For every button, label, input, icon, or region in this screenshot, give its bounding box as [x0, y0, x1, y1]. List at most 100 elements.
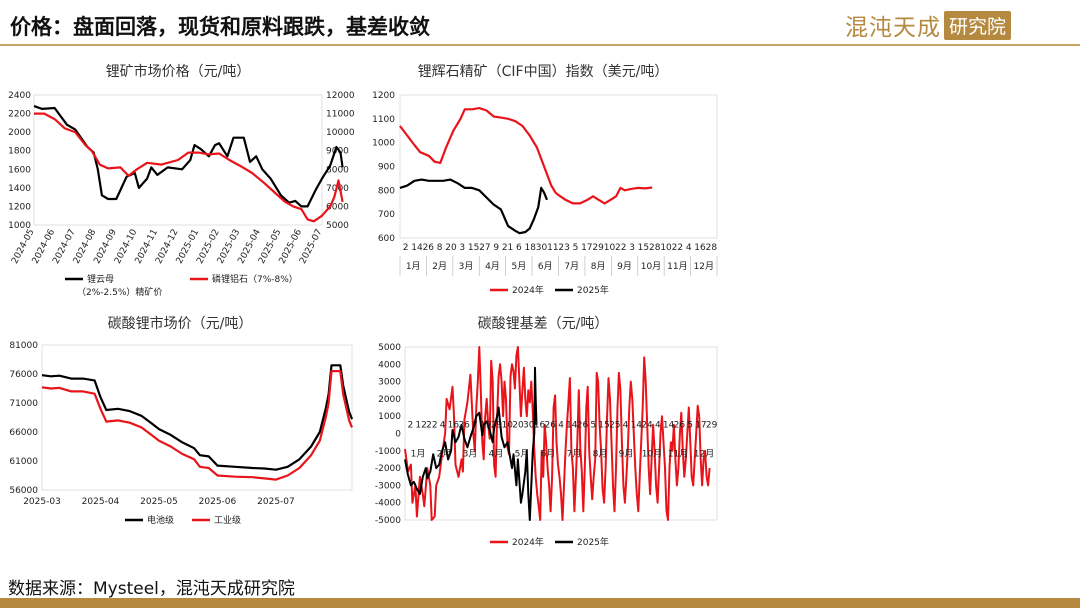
x-day-label: 16 [448, 421, 460, 431]
legend-label: 电池级 [147, 514, 174, 526]
legend-label: 磷锂铝石（7%-8%） [212, 273, 298, 285]
y-right-tick-label: 10000 [326, 128, 355, 138]
x-day-label: 22 [426, 421, 437, 431]
y-tick-label: -5000 [375, 516, 401, 526]
y-right-tick-label: 9000 [326, 147, 349, 157]
x-month-label: 3月 [459, 261, 474, 272]
x-day-label: 4 [655, 421, 661, 431]
x-month-label: 1月 [411, 449, 426, 460]
y-tick-label: 81000 [9, 341, 38, 351]
legend-label: 2025年 [577, 284, 609, 296]
chart-spodumene-index: 锂辉石精矿（CIF中国）指数（美元/吨） 600 700 800 900 1000 1100… [372, 64, 718, 296]
y-right-tick-label: 7000 [326, 184, 349, 194]
y-tick-label: 3000 [378, 378, 401, 388]
x-day-label: 26 [577, 421, 589, 431]
x-day-label: 3 [629, 243, 635, 253]
x-day-label: 5 [590, 421, 596, 431]
plot-area [404, 346, 718, 521]
x-month-label: 2月 [437, 449, 452, 460]
x-day-label: 5 [573, 243, 579, 253]
legend-label: 2024年 [512, 536, 544, 548]
x-day-label: 2 [403, 243, 409, 253]
y-left-tick-label: 2200 [8, 110, 31, 120]
plot-area [41, 344, 353, 491]
x-day-label: 17 [581, 243, 592, 253]
x-day-label: 23 [558, 243, 569, 253]
x-day-label: 26 [674, 421, 686, 431]
x-day-label: 4 [558, 421, 564, 431]
y-tick-label: 76000 [9, 370, 38, 380]
x-day-label: 9 [493, 243, 499, 253]
y-right-tick-label: 8000 [326, 165, 349, 175]
x-day-label: 6 [516, 243, 522, 253]
brand-name: 混沌天成 [845, 15, 941, 41]
series-line [399, 178, 549, 235]
x-day-label: 10 [501, 421, 513, 431]
series-line [34, 112, 344, 223]
y-tick-label: 900 [378, 163, 395, 173]
x-month-label: 7月 [564, 261, 579, 272]
x-month-label: 5月 [515, 449, 530, 460]
x-day-label: 16 [534, 421, 546, 431]
y-right-tick-label: 11000 [326, 110, 355, 120]
x-day-label: 14 [411, 243, 423, 253]
y-left-tick-label: 2400 [8, 91, 31, 101]
x-day-label: 3 [459, 243, 465, 253]
x-day-label: 30 [523, 421, 535, 431]
x-month-label: 3月 [463, 449, 478, 460]
legend-label: 2024年 [512, 284, 544, 296]
y-left-tick-label: 2000 [8, 128, 31, 138]
series-line [41, 364, 354, 471]
y-tick-label: 66000 [9, 428, 38, 438]
x-tick-label: 2025-06 [199, 497, 237, 507]
x-day-label: 26 [458, 421, 470, 431]
x-month-label: 10月 [642, 449, 662, 460]
y-right-tick-label: 6000 [326, 202, 349, 212]
x-month-label: 11月 [667, 261, 687, 272]
footer-band [0, 598, 1080, 608]
x-day-label: 29 [491, 421, 503, 431]
y-tick-label: -1000 [375, 447, 401, 457]
x-day-label: 22 [615, 243, 626, 253]
legend-label: 工业级 [214, 514, 241, 526]
x-day-label: 15 [638, 243, 649, 253]
y-right-tick-label: 12000 [326, 91, 355, 101]
y-tick-label: 700 [378, 210, 395, 220]
x-day-label: 14 [566, 421, 578, 431]
x-day-label: 4 [440, 421, 446, 431]
series-line [41, 370, 354, 481]
data-source-note: 数据来源：Mysteel，混沌天成研究院 [8, 579, 295, 599]
x-day-label: 25 [609, 421, 620, 431]
y-left-tick-label: 1400 [8, 184, 31, 194]
x-day-label: 21 [502, 243, 513, 253]
y-left-tick-label: 1600 [8, 165, 31, 175]
x-month-label: 11月 [668, 449, 688, 460]
y-tick-label: -2000 [375, 464, 401, 474]
x-month-label: 1月 [406, 261, 421, 272]
x-day-label: 22 [672, 243, 683, 253]
x-day-label: 17 [695, 421, 706, 431]
x-month-label: 6月 [541, 449, 556, 460]
x-month-label: 4月 [485, 261, 500, 272]
x-month-label: 5月 [512, 261, 527, 272]
x-day-label: 4 [686, 243, 692, 253]
x-day-label: 2 [408, 421, 414, 431]
x-month-label: 6月 [538, 261, 553, 272]
chart-title: 碳酸锂市场价（元/吨） [108, 315, 253, 332]
x-day-label: 11 [547, 243, 558, 253]
y-tick-label: 600 [378, 234, 395, 244]
x-tick-label: 2025-03 [23, 497, 61, 507]
x-day-label: 18 [524, 243, 536, 253]
x-day-label: 28 [649, 243, 661, 253]
x-day-label: 26 [423, 243, 435, 253]
x-month-label: 12月 [694, 449, 714, 460]
chart-title: 锂辉石精矿（CIF中国）指数（美元/吨） [418, 64, 669, 80]
y-tick-label: 4000 [378, 360, 401, 370]
x-day-label: 19 [480, 421, 492, 431]
series-line [404, 346, 711, 521]
x-day-label: 14 [663, 421, 675, 431]
chart-title: 锂矿市场价格（元/吨） [106, 63, 251, 80]
x-day-label: 26 [545, 421, 557, 431]
y-right-tick-label: 5000 [326, 221, 349, 231]
legend-label: 锂云母 [87, 273, 114, 285]
